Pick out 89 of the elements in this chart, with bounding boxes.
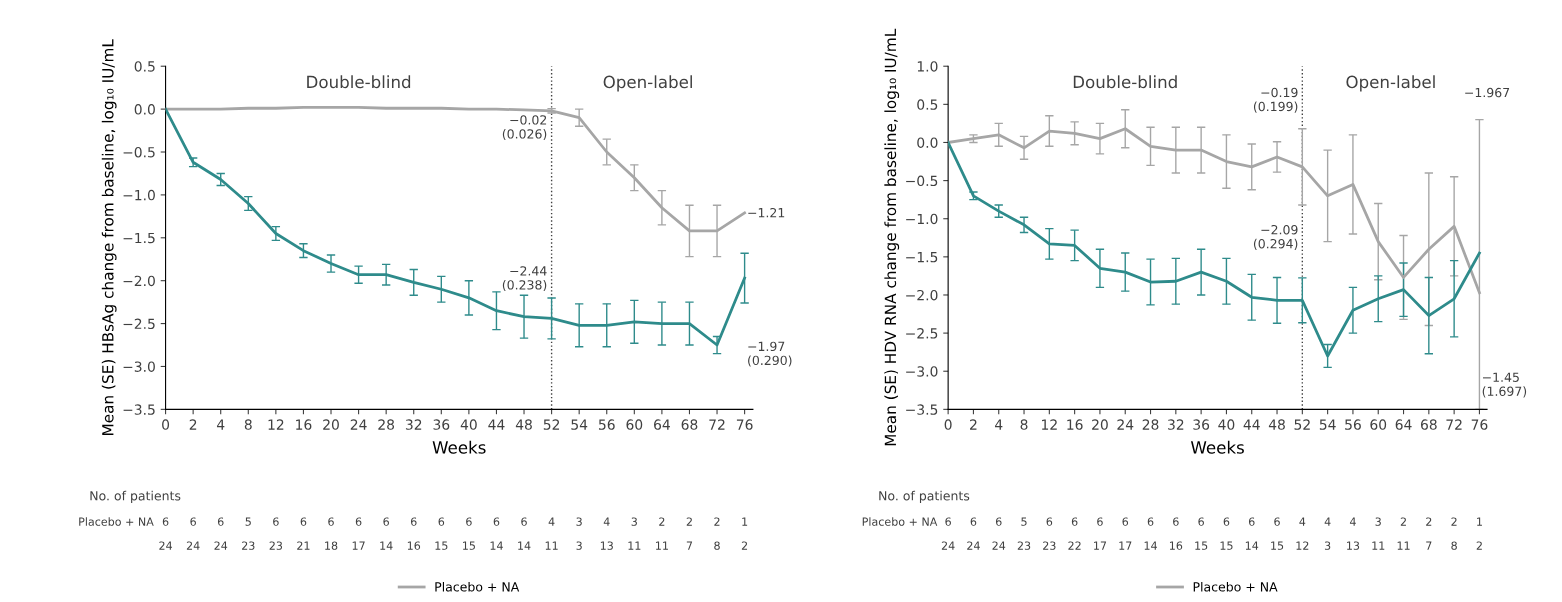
x-tick-label: 0 <box>162 419 170 430</box>
x-tick-label: 8 <box>244 419 252 430</box>
y-tick-label: −2.0 <box>123 275 155 287</box>
x-tick-label: 72 <box>1446 419 1462 430</box>
x-tick-label: 52 <box>1294 419 1310 430</box>
x-tick-label: 2 <box>189 419 197 430</box>
x-tick-label: 32 <box>405 419 422 430</box>
annotation: −1.21 <box>748 207 785 218</box>
y-tick-label: −2.5 <box>906 328 938 339</box>
x-tick-label: 60 <box>626 419 643 430</box>
x-tick-label: 24 <box>1117 419 1134 430</box>
annotation: Double-blind <box>1073 75 1177 89</box>
x-tick-label: 64 <box>1395 419 1412 430</box>
y-tick-label: −2.0 <box>906 289 938 301</box>
text: 24 24 24 23 23 21 18 17 14 16 15 15 14 14 11 3 13 11 11 7 8 2 <box>159 541 748 550</box>
y-tick-label: −2.5 <box>123 318 155 330</box>
x-tick-label: 48 <box>1268 419 1285 430</box>
text: Placebo + NA <box>79 517 154 526</box>
y-tick-label: −3.0 <box>906 366 938 377</box>
x-tick-label: 24 <box>350 419 367 430</box>
y-tick-label: −1.0 <box>906 213 938 225</box>
x-tick-label: 12 <box>1042 419 1057 430</box>
x-tick-label: 56 <box>1345 419 1361 430</box>
annotation: −2.09 (0.294) <box>1253 224 1298 250</box>
x-tick-label: 52 <box>543 419 560 430</box>
x-tick-label: 40 <box>460 419 477 430</box>
text: 6 6 6 5 6 6 6 6 6 6 6 6 6 6 4 4 4 3 2 2 2 1 <box>945 517 1482 526</box>
annotation: −1.967 <box>1465 87 1510 98</box>
x-axis-title: Weeks <box>432 440 486 454</box>
y-tick-label: −3.5 <box>906 404 938 415</box>
x-tick-label: 40 <box>1218 419 1235 430</box>
y-tick-label: −3.5 <box>123 404 155 415</box>
y-axis-title: Mean (SE) HDV RNA change from baseline, log₁₀ IU/mL <box>884 28 900 446</box>
y-tick-label: −1.5 <box>123 232 155 244</box>
x-tick-label: 4 <box>216 419 225 430</box>
x-axis-title: Weeks <box>1190 440 1244 454</box>
annotation: −1.45 (1.697) <box>1482 372 1527 398</box>
annotation: −0.02 (0.026) <box>502 115 547 141</box>
x-tick-label: 72 <box>709 419 725 430</box>
x-tick-label: 68 <box>1420 419 1437 430</box>
x-tick-label: 44 <box>488 419 505 430</box>
x-tick-label: 60 <box>1370 419 1387 430</box>
x-tick-label: 2 <box>970 419 977 430</box>
annotation: Double-blind <box>307 75 411 89</box>
y-tick-label: 0.0 <box>134 104 155 115</box>
y-axis-title: Mean (SE) HBsAg change from baseline, log₁₀ IU/mL <box>101 39 117 435</box>
y-tick-label: −3.0 <box>123 361 155 372</box>
x-tick-label: 76 <box>1471 419 1488 430</box>
x-tick-label: 12 <box>268 419 284 430</box>
legend-label: Placebo + NA <box>1193 581 1278 592</box>
annotation: −0.19 (0.199) <box>1253 87 1298 113</box>
y-tick-label: 0.5 <box>134 61 155 72</box>
annotation: Open-label <box>603 75 692 92</box>
text: Placebo + NA <box>862 517 938 526</box>
x-tick-label: 32 <box>1168 419 1184 430</box>
x-tick-label: 76 <box>736 419 753 430</box>
text: No. of patients <box>90 490 181 503</box>
text: No. of patients <box>879 490 970 503</box>
x-tick-label: 28 <box>378 419 395 430</box>
x-tick-label: 64 <box>654 419 670 430</box>
legend-label: Placebo + NA <box>435 581 520 592</box>
annotation: Open-label <box>1346 75 1435 92</box>
y-tick-label: −1.5 <box>906 252 938 263</box>
text: 24 24 24 23 23 22 17 17 14 16 15 15 14 15 12 3 13 11 11 7 8 2 <box>941 541 1482 550</box>
y-tick-label: 1.0 <box>917 61 938 72</box>
x-tick-label: 48 <box>515 419 532 430</box>
x-tick-label: 8 <box>1020 419 1028 430</box>
y-tick-label: 0.0 <box>917 137 938 148</box>
x-tick-label: 54 <box>571 419 588 430</box>
x-tick-label: 16 <box>296 419 312 430</box>
x-tick-label: 0 <box>944 419 952 430</box>
x-tick-label: 20 <box>1092 419 1108 430</box>
x-tick-label: 36 <box>433 419 450 430</box>
y-tick-label: −0.5 <box>906 175 938 187</box>
text: 6 6 6 5 6 6 6 6 6 6 6 6 6 6 4 3 4 3 2 2 2 1 <box>162 517 748 526</box>
annotation: −2.44 (0.238) <box>502 266 547 292</box>
x-tick-label: 20 <box>323 419 339 430</box>
y-tick-label: −0.5 <box>123 146 155 158</box>
x-tick-label: 16 <box>1067 419 1083 430</box>
y-tick-label: 0.5 <box>917 99 938 110</box>
x-tick-label: 54 <box>1319 419 1336 430</box>
annotation: −1.97 (0.290) <box>748 341 792 367</box>
x-tick-label: 28 <box>1142 419 1159 430</box>
x-tick-label: 56 <box>598 419 615 430</box>
x-tick-label: 4 <box>994 419 1003 430</box>
x-tick-label: 36 <box>1193 419 1210 430</box>
y-tick-label: −1.0 <box>123 189 155 201</box>
x-tick-label: 44 <box>1243 419 1260 430</box>
x-tick-label: 68 <box>681 419 698 430</box>
